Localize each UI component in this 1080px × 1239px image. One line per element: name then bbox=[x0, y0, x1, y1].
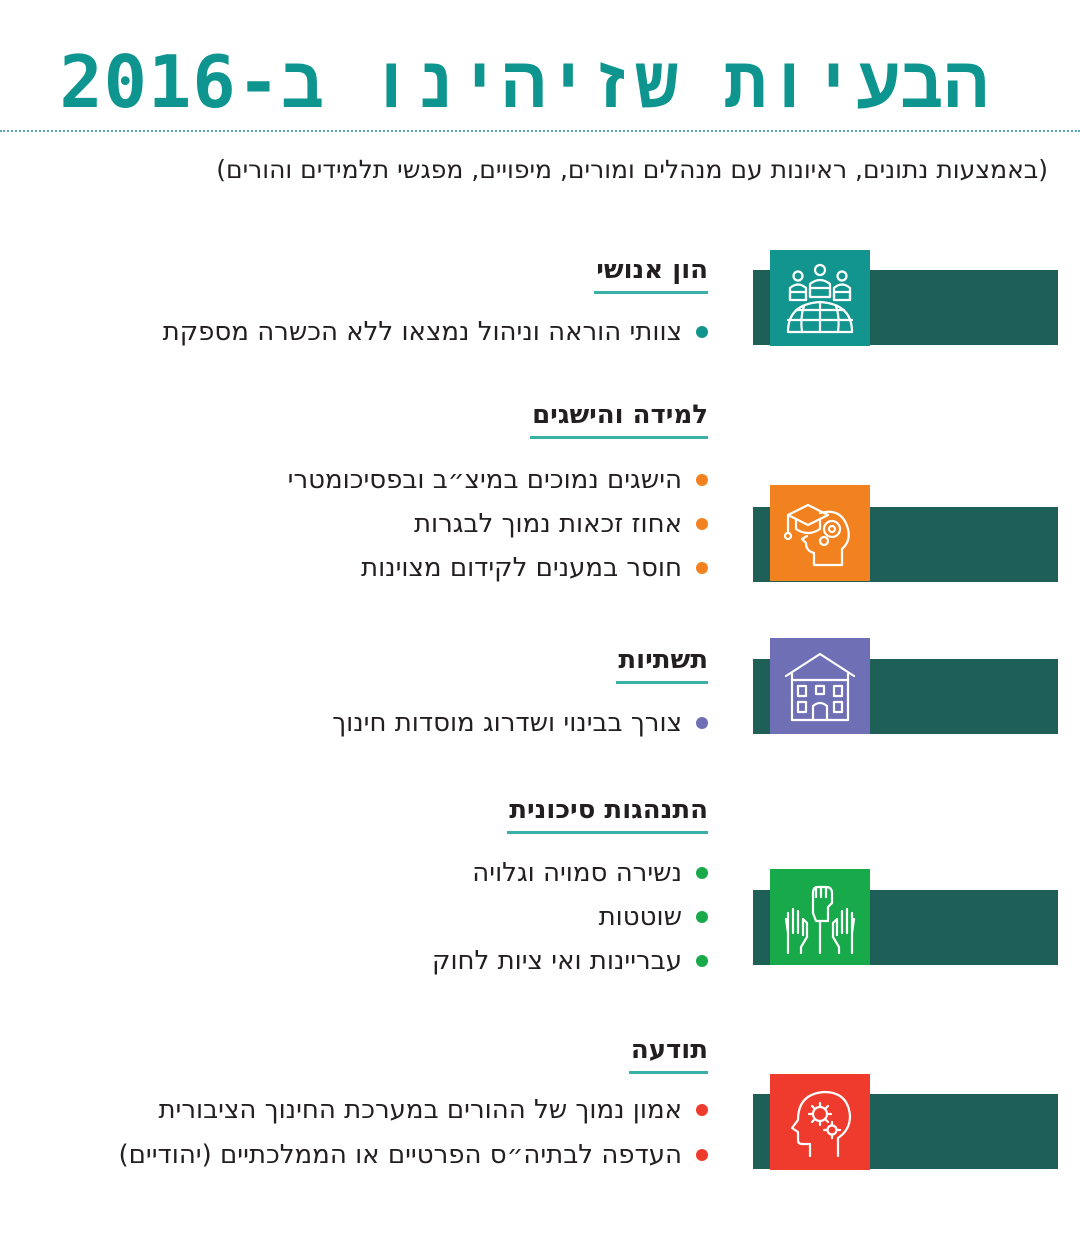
list-item: צורך בבינוי ושדרוג מוסדות חינוך bbox=[332, 708, 708, 738]
raised-hands-fist-icon bbox=[784, 885, 856, 955]
list-item-text: הישגים נמוכים במיצ״ב ובפסיכומטרי bbox=[287, 465, 682, 495]
section-heading: תשתיות bbox=[616, 645, 708, 684]
list-item-text: חוסר במענים לקידום מצוינות bbox=[361, 553, 682, 583]
section-heading: תודעה bbox=[628, 1035, 708, 1074]
bullet-dot bbox=[696, 955, 708, 967]
list-item-text: שוטטות bbox=[598, 902, 682, 932]
bullet-dot bbox=[696, 1104, 708, 1116]
bullet-dot bbox=[696, 474, 708, 486]
section-icon-tile bbox=[770, 1074, 870, 1170]
bullet-dot bbox=[696, 717, 708, 729]
head-gears-icon bbox=[790, 1090, 852, 1158]
section-icon-tile bbox=[770, 485, 870, 581]
list-item: הישגים נמוכים במיצ״ב ובפסיכומטרי bbox=[288, 465, 708, 495]
list-item: העדפה לבתיה״ס הפרטיים או הממלכתיים (יהוד… bbox=[119, 1140, 708, 1170]
list-item-text: עבריינות ואי ציות לחוק bbox=[432, 946, 682, 976]
section-icon-tile bbox=[770, 869, 870, 965]
list-item-text: נשירה סמויה וגלויה bbox=[472, 858, 682, 888]
list-item-text: צוותי הוראה וניהול נמצאו ללא הכשרה מספקת bbox=[162, 317, 682, 347]
section-heading: למידה והישגים bbox=[530, 400, 708, 439]
list-item: חוסר במענים לקידום מצוינות bbox=[361, 553, 708, 583]
list-item-text: העדפה לבתיה״ס הפרטיים או הממלכתיים (יהוד… bbox=[118, 1140, 682, 1170]
bullet-dot bbox=[696, 326, 708, 338]
section-icon-tile bbox=[770, 638, 870, 734]
list-item: שוטטות bbox=[599, 902, 708, 932]
bullet-dot bbox=[696, 867, 708, 879]
list-item: אחוז זכאות נמוך לבגרות bbox=[414, 509, 708, 539]
bullet-dot bbox=[696, 1149, 708, 1161]
list-item-text: אחוז זכאות נמוך לבגרות bbox=[413, 509, 682, 539]
section-heading: הון אנושי bbox=[594, 255, 708, 294]
bullet-dot bbox=[696, 911, 708, 923]
podium-speakers-icon bbox=[786, 263, 854, 334]
bullet-dot bbox=[696, 562, 708, 574]
dotted-divider bbox=[0, 130, 1080, 132]
list-item: נשירה סמויה וגלויה bbox=[472, 858, 708, 888]
list-item-text: אמון נמוך של ההורים במערכת החינוך הציבור… bbox=[158, 1095, 682, 1125]
section-heading: התנהגות סיכונית bbox=[507, 795, 708, 834]
list-item: אמון נמוך של ההורים במערכת החינוך הציבור… bbox=[158, 1095, 708, 1125]
list-item: עבריינות ואי ציות לחוק bbox=[432, 946, 708, 976]
section-icon-tile bbox=[770, 250, 870, 346]
list-item-text: צורך בבינוי ושדרוג מוסדות חינוך bbox=[332, 708, 682, 738]
bullet-dot bbox=[696, 518, 708, 530]
page-subtitle: (באמצעות נתונים, ראיונות עם מנהלים ומורי… bbox=[216, 155, 1048, 184]
school-building-icon bbox=[784, 652, 856, 722]
page-title: הבעיות שזיהינו ב-2016 bbox=[59, 40, 989, 124]
list-item: צוותי הוראה וניהול נמצאו ללא הכשרה מספקת bbox=[163, 317, 708, 347]
graduate-head-icon bbox=[783, 503, 850, 567]
